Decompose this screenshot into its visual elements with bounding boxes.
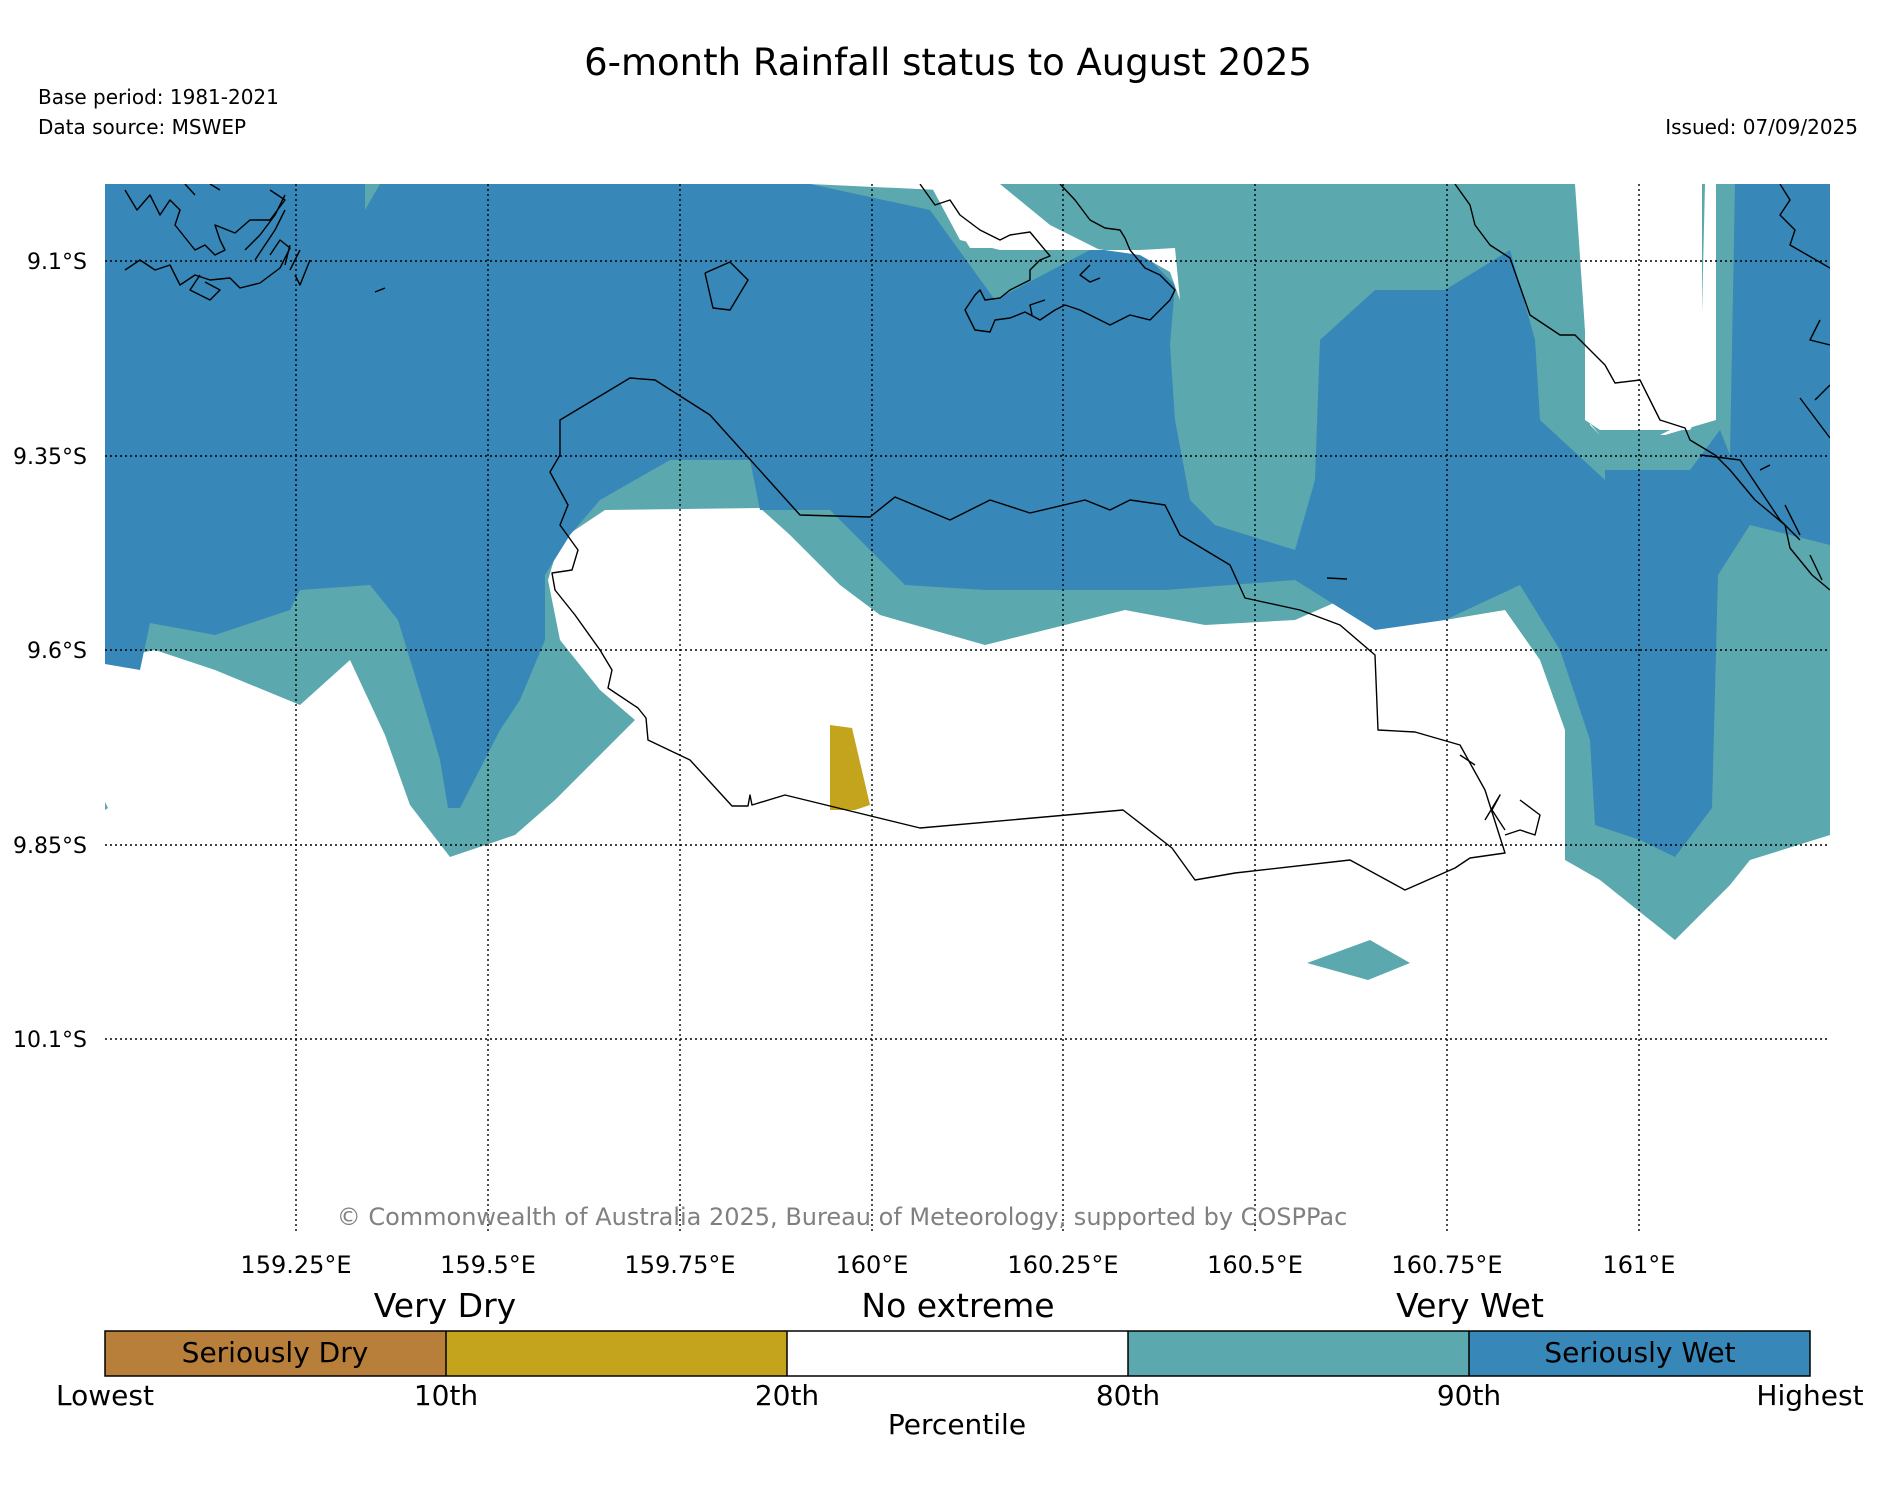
lat-label: 9.6°S [27,639,87,664]
lat-label: 9.1°S [27,250,87,275]
longitude-labels: 159.25°E 159.5°E 159.75°E 160°E 160.25°E… [240,1251,1675,1279]
legend-label-seriously-dry: Seriously Dry [182,1336,369,1369]
lon-label: 159.5°E [440,1251,536,1279]
seriously-wet-region [105,184,1830,857]
legend-ticks: Lowest 10th 20th 80th 90th Highest [56,1379,1864,1412]
coastline [124,184,1830,891]
legend: Very Dry No extreme Very Wet Seriously D… [56,1286,1864,1441]
legend-swatch-seriously-wet [1469,1331,1810,1376]
graticule [105,184,1830,1234]
legend-group-no-extreme: No extreme [861,1286,1054,1325]
lon-label: 159.75°E [624,1251,735,1279]
lon-label: 161°E [1603,1251,1676,1279]
legend-swatch-no-extreme [787,1331,1128,1376]
lon-label: 160.5°E [1207,1251,1303,1279]
copyright-notice: © Commonwealth of Australia 2025, Bureau… [337,1203,1348,1231]
lon-label: 160°E [836,1251,909,1279]
northern-coast [919,184,1176,333]
lat-label: 9.35°S [13,445,87,470]
legend-label-seriously-wet: Seriously Wet [1544,1336,1735,1369]
lon-label: 159.25°E [240,1251,351,1279]
latitude-labels: 9.1°S 9.35°S 9.6°S 9.85°S 10.1°S [13,250,87,1053]
legend-group-very-dry: Very Dry [374,1286,516,1325]
legend-tick: 10th [414,1379,478,1412]
island-coastline [549,377,1506,891]
legend-tick: Lowest [56,1379,154,1412]
western-coast [124,184,311,301]
lat-label: 10.1°S [13,1028,87,1053]
legend-swatch-very-wet [1128,1331,1469,1376]
lon-label: 160.25°E [1007,1251,1118,1279]
legend-tick: 80th [1096,1379,1160,1412]
legend-group-very-wet: Very Wet [1396,1286,1544,1325]
very-dry-region [830,725,870,810]
eastern-coast [1454,184,1830,591]
legend-axis-label: Percentile [888,1408,1026,1441]
lat-label: 9.85°S [13,834,87,859]
legend-frame [104,1330,1811,1377]
legend-swatch-very-dry [446,1331,787,1376]
data-source: Data source: MSWEP [38,115,246,139]
lon-label: 160.75°E [1391,1251,1502,1279]
legend-tick: Highest [1756,1379,1863,1412]
islet-outline [704,261,749,311]
teal-islet [1307,940,1410,980]
legend-swatch-seriously-dry [105,1331,446,1376]
no-extreme-north [810,184,1716,435]
issued-date: Issued: 07/09/2025 [1665,115,1858,139]
map-panel: © Commonwealth of Australia 2025, Bureau… [105,184,1830,1234]
legend-tick: 90th [1437,1379,1501,1412]
page-title: 6-month Rainfall status to August 2025 [584,41,1312,84]
base-period: Base period: 1981-2021 [38,85,279,109]
legend-tick: 20th [755,1379,819,1412]
